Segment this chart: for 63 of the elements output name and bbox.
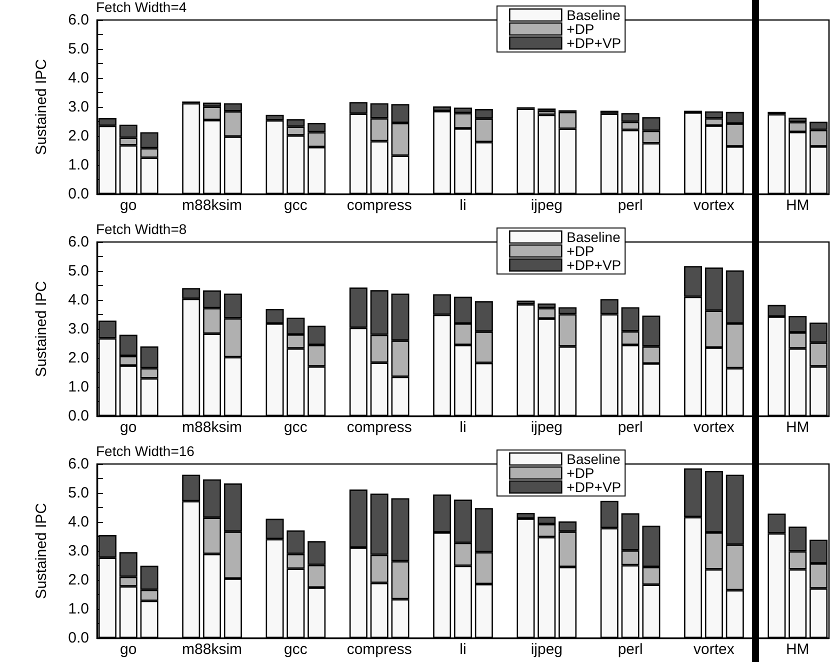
legend-label: +DP+VP <box>566 257 622 273</box>
y-tick-label: 2.0 <box>68 128 89 144</box>
legend-label: +DP <box>566 465 594 481</box>
x-tick-label: HM <box>786 641 810 658</box>
x-tick-label: gcc <box>284 197 308 214</box>
x-tick-label: compress <box>346 419 412 436</box>
y-tick-label: 6.0 <box>68 12 89 28</box>
x-tick-label: li <box>460 419 466 436</box>
x-tick-label: vortex <box>694 419 735 436</box>
chart-title: Fetch Width=16 <box>96 443 195 459</box>
x-tick-label: compress <box>346 197 412 214</box>
y-tick-label: 0.0 <box>68 408 89 424</box>
x-tick-label: go <box>120 641 137 658</box>
y-tick-label: 6.0 <box>68 456 89 472</box>
y-tick-label: 1.0 <box>68 156 89 174</box>
y-tick-label: 2.0 <box>68 572 89 588</box>
x-tick-label: HM <box>786 419 810 436</box>
legend-label: +DP+VP <box>566 479 622 495</box>
y-tick-label: 3.0 <box>68 542 89 560</box>
x-tick-label: ijpeg <box>530 419 563 436</box>
y-tick-label: 5.0 <box>68 262 89 280</box>
x-tick-label: m88ksim <box>182 641 242 658</box>
legend-label: Baseline <box>566 7 621 23</box>
y-tick-label: 1.0 <box>68 378 89 396</box>
x-tick-label: HM <box>786 197 810 214</box>
chart-title: Fetch Width=8 <box>96 221 187 237</box>
x-tick-label: li <box>460 641 466 658</box>
y-tick-label: 4.0 <box>68 514 89 530</box>
x-tick-label: m88ksim <box>182 419 242 436</box>
x-tick-label: vortex <box>694 641 735 658</box>
legend-label: +DP+VP <box>566 35 622 51</box>
y-tick-label: 3.0 <box>68 320 89 338</box>
y-tick-label: 4.0 <box>68 70 89 86</box>
x-tick-label: compress <box>346 641 412 658</box>
x-tick-label: li <box>460 197 466 214</box>
y-tick-label: 0.0 <box>68 186 89 202</box>
legend-label: Baseline <box>566 229 621 245</box>
x-tick-label: perl <box>618 419 643 436</box>
legend-label: +DP <box>566 21 594 37</box>
x-tick-label: perl <box>618 641 643 658</box>
y-axis-title: Sustained IPC <box>33 280 50 377</box>
x-tick-label: go <box>120 419 137 436</box>
y-tick-label: 0.0 <box>68 630 89 646</box>
x-tick-label: perl <box>618 197 643 214</box>
y-tick-label: 1.0 <box>68 600 89 618</box>
legend-label: +DP <box>566 243 594 259</box>
y-tick-label: 2.0 <box>68 350 89 366</box>
y-tick-label: 5.0 <box>68 484 89 502</box>
y-tick-label: 4.0 <box>68 292 89 308</box>
x-tick-label: m88ksim <box>182 197 242 214</box>
y-tick-label: 5.0 <box>68 40 89 58</box>
chart-title: Fetch Width=4 <box>96 0 187 15</box>
x-tick-label: ijpeg <box>530 641 563 658</box>
x-tick-label: go <box>120 197 137 214</box>
legend-label: Baseline <box>566 451 621 467</box>
x-tick-label: gcc <box>284 641 308 658</box>
y-tick-label: 3.0 <box>68 98 89 116</box>
y-axis-title: Sustained IPC <box>33 502 50 599</box>
x-tick-label: ijpeg <box>530 197 563 214</box>
y-axis-title: Sustained IPC <box>33 58 50 155</box>
x-tick-label: gcc <box>284 419 308 436</box>
x-tick-label: vortex <box>694 197 735 214</box>
y-tick-label: 6.0 <box>68 234 89 250</box>
